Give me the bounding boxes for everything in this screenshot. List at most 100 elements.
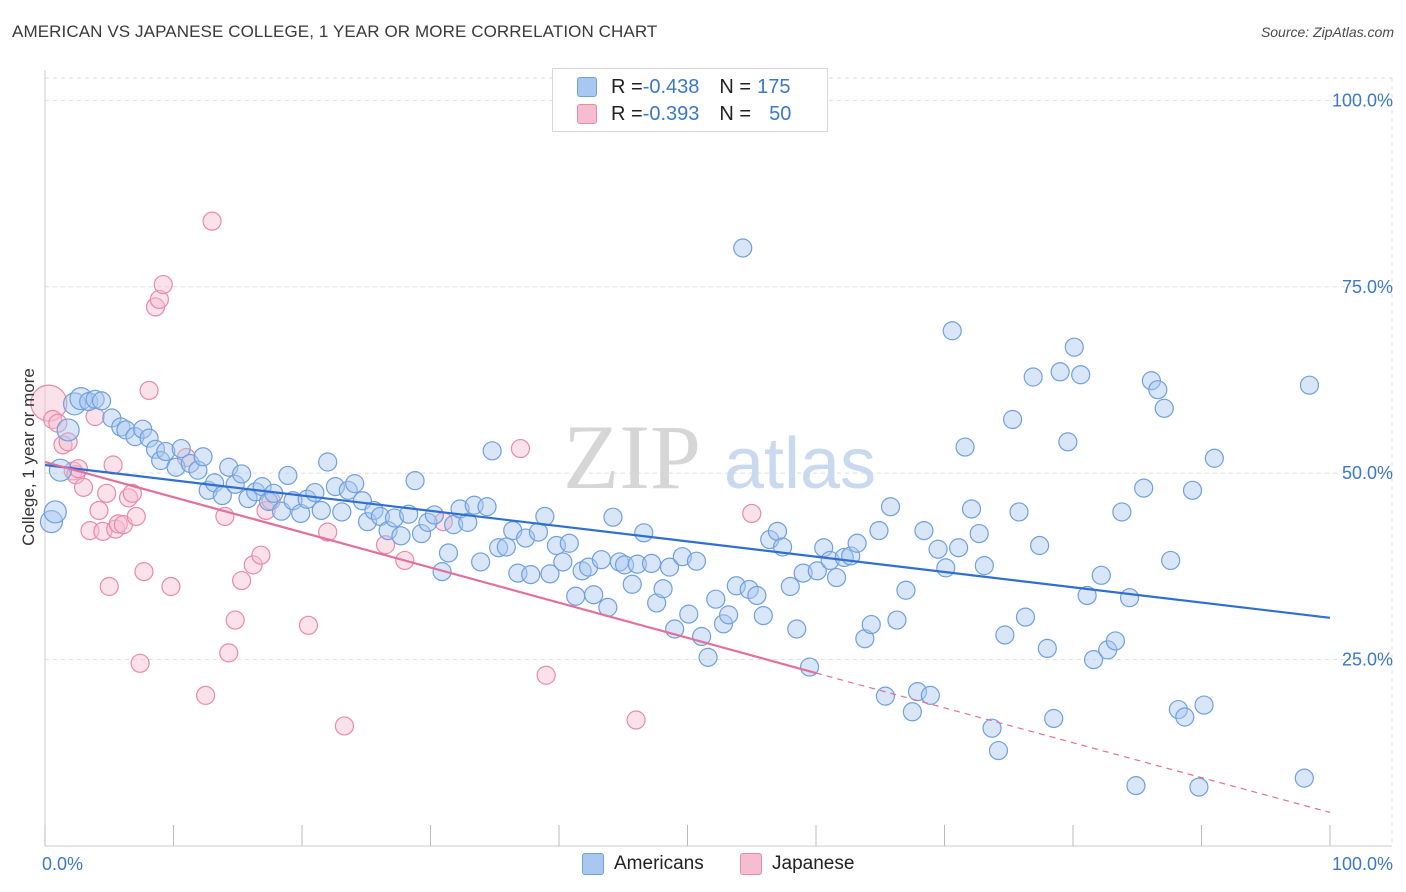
american-point <box>622 574 642 594</box>
american-point <box>39 510 64 534</box>
american-point <box>318 452 338 472</box>
american-point <box>1009 502 1029 522</box>
legend-n-value: 175 <box>757 75 791 98</box>
american-point <box>949 538 969 558</box>
american-point <box>634 523 654 543</box>
legend-label-americans: Americans <box>614 853 704 874</box>
american-point <box>902 702 922 722</box>
y-tick-label: 25.0% <box>1342 650 1393 670</box>
american-point <box>1204 448 1224 468</box>
american-point <box>679 604 699 624</box>
american-point <box>584 585 604 605</box>
american-point <box>974 556 994 576</box>
american-point <box>686 551 707 571</box>
grid <box>45 77 1393 846</box>
american-point <box>1050 362 1070 382</box>
american-point <box>855 629 875 649</box>
american-point <box>1105 631 1126 651</box>
american-point <box>1189 777 1209 797</box>
legend-r-label: R = <box>611 75 643 98</box>
japanese-point <box>626 710 646 730</box>
american-point <box>378 520 398 541</box>
series-legend: Americans Japanese <box>0 851 1406 879</box>
american-point <box>357 512 378 532</box>
american-point <box>982 718 1002 738</box>
american-point <box>961 499 982 519</box>
american-point <box>907 682 928 702</box>
american-point <box>553 552 573 572</box>
american-point <box>1299 375 1320 395</box>
japanese-point <box>219 643 239 663</box>
american-point <box>482 441 502 461</box>
american-point <box>477 497 497 517</box>
american-point <box>56 418 80 442</box>
american-point <box>125 427 145 447</box>
japanese-point <box>126 506 146 527</box>
japanese-trend-extension <box>815 672 1331 814</box>
american-point <box>988 740 1009 761</box>
legend-swatch-japanese <box>577 104 597 124</box>
american-point <box>325 477 346 497</box>
american-point <box>291 503 311 524</box>
american-point <box>1029 535 1050 556</box>
american-point <box>345 474 365 494</box>
legend-item-americans[interactable]: Americans <box>582 853 704 875</box>
american-point <box>1294 768 1314 788</box>
japanese-point <box>139 380 159 401</box>
american-point <box>1182 480 1203 500</box>
american-point <box>111 417 131 437</box>
american-point <box>1194 695 1214 715</box>
legend-n-label: N = <box>719 75 752 98</box>
american-point <box>85 389 105 409</box>
american-point <box>787 619 807 639</box>
american-point <box>418 512 438 532</box>
american-point <box>914 520 934 541</box>
american-point <box>1091 565 1111 585</box>
japanese-point <box>742 503 762 524</box>
y-tick-label: 75.0% <box>1342 277 1393 297</box>
legend-r-value: -0.438 <box>642 75 700 98</box>
source-label: Source: ZipAtlas.com <box>1260 24 1394 40</box>
american-point <box>1037 638 1057 659</box>
american-point <box>471 552 491 572</box>
american-point <box>1154 398 1174 418</box>
japanese-point <box>149 289 169 310</box>
americans-trend-line <box>44 463 1331 619</box>
american-point <box>706 589 726 609</box>
japanese-point <box>122 483 142 503</box>
american-point <box>1168 699 1188 720</box>
american-point <box>826 567 847 588</box>
legend-n-value: 50 <box>769 102 792 125</box>
japanese-point <box>73 477 94 497</box>
american-point <box>936 558 956 578</box>
american-point <box>869 520 889 541</box>
y-axis-label: College, 1 year or more <box>19 368 38 546</box>
american-point <box>48 458 73 482</box>
american-point <box>995 625 1015 645</box>
japanese-point <box>318 522 338 542</box>
american-point <box>278 465 298 486</box>
legend-item-japanese[interactable]: Japanese <box>740 853 854 875</box>
american-point <box>1044 708 1064 729</box>
x-tick-label-end: 100.0% <box>1332 854 1393 874</box>
american-point <box>920 685 940 705</box>
american-point <box>753 605 773 626</box>
american-point <box>1015 607 1036 627</box>
american-point <box>438 543 459 563</box>
legend-label-japanese: Japanese <box>772 853 855 874</box>
american-point <box>1148 380 1168 400</box>
american-point <box>139 428 159 448</box>
chart-title: AMERICAN VS JAPANESE COLLEGE, 1 YEAR OR … <box>12 22 658 41</box>
watermark-zip: ZIP <box>563 406 701 508</box>
american-point <box>739 579 759 600</box>
japanese-point <box>196 685 216 705</box>
american-point <box>861 614 881 635</box>
american-point <box>793 563 813 583</box>
american-point <box>719 605 739 625</box>
american-point <box>780 576 800 597</box>
american-point <box>653 579 673 599</box>
trend-lines <box>44 460 1331 814</box>
x-tick-label-start: 0.0% <box>42 854 83 874</box>
japanese-point <box>89 500 109 521</box>
legend-n-label: N = <box>719 102 752 125</box>
